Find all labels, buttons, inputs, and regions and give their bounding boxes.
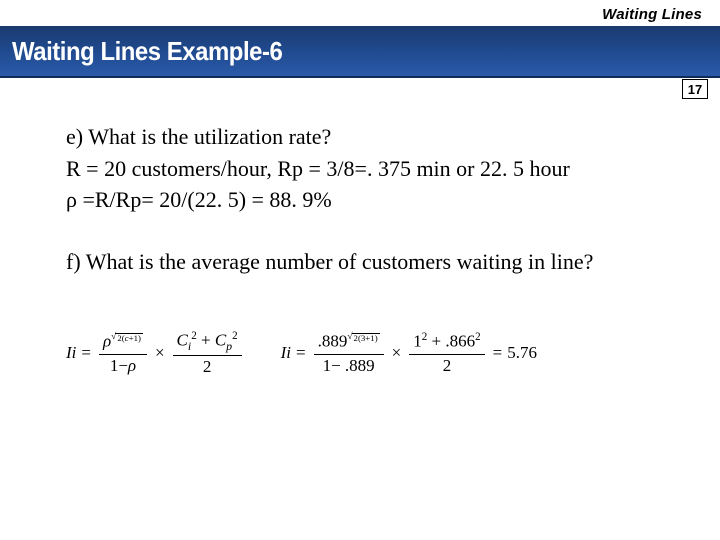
formula-general-lhs: Ii (66, 343, 76, 363)
question-e-line2: ρ =R/Rp= 20/(22. 5) = 88. 9% (66, 185, 680, 215)
question-e-line1: R = 20 customers/hour, Rp = 3/8=. 375 mi… (66, 154, 680, 184)
formula-numeric: Ii = .889√2(3+1) 1− .889 × 12 + .8662 2 … (281, 331, 537, 375)
slide-title: Waiting Lines Example-6 (12, 36, 282, 67)
formula-row: Ii = ρ√2(c+1) 1−ρ × Ci2 + Cp2 2 Ii = (66, 330, 680, 377)
eq-sign-3: = (493, 343, 503, 363)
nfrac2-den: 2 (439, 355, 456, 376)
header-top-label: Waiting Lines (602, 6, 702, 23)
title-underline (0, 76, 720, 98)
sqrt-icon: √ (111, 332, 116, 342)
frac1-den: 1−ρ (106, 355, 140, 376)
formula-numeric-frac2: 12 + .8662 2 (409, 331, 484, 375)
nfrac1-num: .889√2(3+1) (314, 331, 384, 354)
n-t1: 1 (413, 332, 422, 351)
cp-base: C (215, 331, 226, 350)
formula-general-frac2: Ci2 + Cp2 2 (173, 330, 242, 377)
formula-numeric-lhs: Ii (281, 343, 291, 363)
formula-numeric-frac1: .889√2(3+1) 1− .889 (314, 331, 384, 375)
formula-result: 5.76 (507, 343, 537, 363)
formula-general-frac1: ρ√2(c+1) 1−ρ (99, 331, 147, 375)
nfrac2-num: 12 + .8662 (409, 331, 484, 354)
ci-base: C (177, 331, 188, 350)
n-plus: + (427, 332, 445, 351)
cp-sup: 2 (232, 330, 238, 342)
n-t2: .866 (445, 332, 475, 351)
sqrt-arg: 2(c+1) (115, 333, 143, 343)
question-f: f) What is the average number of custome… (66, 247, 680, 277)
frac1-num: ρ√2(c+1) (99, 331, 147, 354)
nfrac1-den: 1− .889 (319, 355, 379, 376)
frac2-num: Ci2 + Cp2 (173, 330, 242, 356)
times-icon: × (155, 343, 165, 363)
formula-general: Ii = ρ√2(c+1) 1−ρ × Ci2 + Cp2 2 (66, 330, 245, 377)
eq-sign: = (81, 343, 91, 363)
one-minus: 1− (110, 356, 128, 375)
title-bar: Waiting Lines Example-6 (0, 26, 720, 76)
exp-suf: +1) (129, 333, 141, 343)
body-content: e) What is the utilization rate? R = 20 … (66, 122, 680, 279)
rho: ρ (103, 332, 111, 351)
sqrt-arg-2: 2(3+1) (352, 333, 380, 343)
eq-sign-2: = (296, 343, 306, 363)
exp-pre: 2( (117, 333, 124, 343)
question-e: e) What is the utilization rate? (66, 122, 680, 152)
rho-den: ρ (128, 356, 136, 375)
n-t2-sup: 2 (475, 331, 481, 343)
slide: Waiting Lines Waiting Lines Example-6 17… (0, 0, 720, 540)
frac2-den: 2 (199, 356, 216, 377)
times-icon-2: × (392, 343, 402, 363)
sqrt-icon-2: √ (347, 332, 352, 342)
page-number: 17 (682, 79, 708, 99)
num-base: .889 (318, 332, 348, 351)
plus: + (197, 331, 215, 350)
